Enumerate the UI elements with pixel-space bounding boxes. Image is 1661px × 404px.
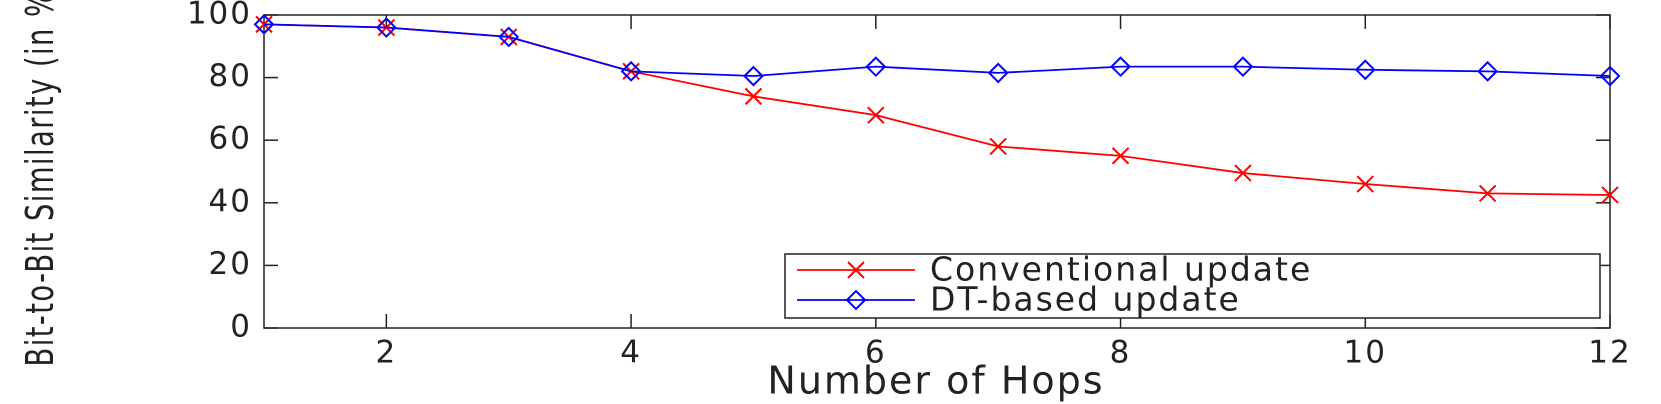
x-tick-label: 4: [620, 335, 642, 371]
x-axis-label: Number of Hops: [767, 359, 1104, 403]
y-axis-label: Bit-to-Bit Similarity (in %): [17, 0, 62, 366]
data-point: [987, 62, 1009, 84]
legend-label: Conventional update: [930, 250, 1312, 289]
data-point: [1232, 56, 1254, 78]
data-point: [1599, 65, 1621, 87]
y-tick-label: 0: [230, 309, 252, 345]
data-point: [1234, 164, 1252, 182]
plot-frame: [263, 14, 1611, 329]
legend-marker: [847, 261, 865, 279]
x-tick-label: 2: [375, 335, 397, 371]
data-point: [744, 87, 763, 106]
y-tick-label: 60: [209, 121, 252, 157]
data-point: [1354, 59, 1376, 81]
series-line: [263, 23, 1611, 196]
data-point: [989, 137, 1007, 156]
data-point: [1110, 56, 1131, 78]
y-tick-label: 40: [209, 183, 252, 219]
x-tick-label: 10: [1344, 335, 1387, 371]
data-point: [498, 26, 520, 48]
data-point: [1601, 186, 1619, 204]
legend-marker: [845, 289, 867, 311]
data-point: [1356, 175, 1374, 193]
data-point: [867, 106, 885, 124]
x-tick-label: 8: [1110, 335, 1132, 371]
data-point: [253, 13, 275, 35]
legend-label: DT-based update: [930, 280, 1241, 319]
x-tick-label: 12: [1588, 335, 1631, 371]
legend-box: [784, 253, 1601, 319]
y-tick-label: 80: [209, 58, 252, 94]
data-point: [375, 17, 397, 38]
y-tick-label: 100: [187, 0, 252, 32]
series-line: [263, 23, 1611, 77]
data-point: [1111, 147, 1130, 165]
data-point: [1478, 184, 1497, 203]
data-point: [743, 65, 764, 87]
data-point: [1477, 60, 1499, 82]
data-point: [620, 60, 642, 82]
data-point: [865, 56, 887, 78]
x-tick-label: 6: [865, 335, 887, 371]
y-tick-label: 20: [209, 246, 252, 282]
